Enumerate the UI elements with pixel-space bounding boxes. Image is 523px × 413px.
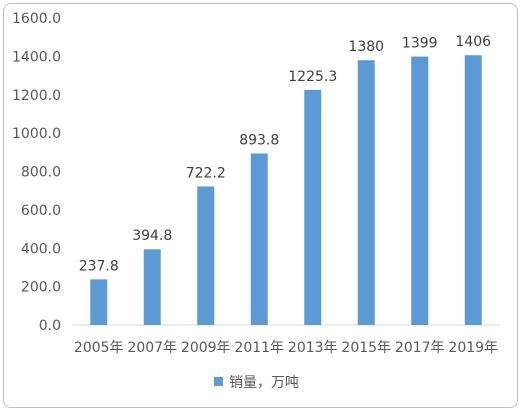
data-label: 1406 <box>455 34 491 50</box>
x-tick-label: 2013年 <box>288 340 338 356</box>
y-axis-tick-labels: 0.0 200.0 400.0 600.0 800.0 1000.0 1200.0 1400.… <box>12 11 61 334</box>
y-tick-label: 1000.0 <box>12 126 61 142</box>
data-label: 893.8 <box>239 133 279 149</box>
y-tick-label: 0.0 <box>39 318 61 334</box>
data-labels: 237.8 394.8 722.2 893.8 1225.3 1380 1399 1406 <box>79 34 491 274</box>
bar <box>197 186 215 325</box>
y-tick-label: 1400.0 <box>12 49 61 65</box>
x-tick-label: 2017年 <box>395 340 445 356</box>
x-tick-label: 2009年 <box>181 340 231 356</box>
x-tick-label: 2005年 <box>74 340 124 356</box>
bar <box>357 60 375 326</box>
y-tick-label: 600.0 <box>21 203 61 219</box>
data-label: 722.2 <box>186 165 226 181</box>
bar <box>90 279 108 325</box>
bar <box>250 153 268 325</box>
y-tick-label: 800.0 <box>21 165 61 181</box>
data-label: 394.8 <box>132 228 172 244</box>
y-tick-label: 1200.0 <box>12 88 61 104</box>
data-label: 1380 <box>348 39 384 55</box>
y-tick-label: 200.0 <box>21 280 61 296</box>
legend: 销量，万吨 <box>214 375 299 391</box>
x-tick-label: 2015年 <box>341 340 391 356</box>
data-label: 1225.3 <box>288 69 337 85</box>
bar <box>411 56 429 326</box>
y-tick-label: 400.0 <box>21 241 61 257</box>
bar <box>464 55 482 325</box>
bar-series <box>90 55 482 326</box>
legend-label: 销量，万吨 <box>229 375 299 391</box>
x-tick-label: 2019年 <box>448 340 498 356</box>
x-tick-label: 2011年 <box>234 340 284 356</box>
x-tick-label: 2007年 <box>127 340 177 356</box>
y-tick-label: 1600.0 <box>12 11 61 27</box>
bar <box>304 89 322 325</box>
data-label: 237.8 <box>79 258 119 274</box>
legend-swatch <box>214 377 223 386</box>
data-label: 1399 <box>402 36 438 52</box>
bar <box>143 249 161 325</box>
x-axis-tick-labels: 2005年 2007年 2009年 2011年 2013年 2015年 2017年 2019年 <box>74 340 498 356</box>
